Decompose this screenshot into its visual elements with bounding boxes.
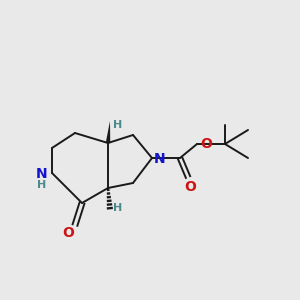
Text: H: H (38, 180, 46, 190)
Polygon shape (106, 121, 110, 143)
Text: N: N (154, 152, 166, 166)
Text: H: H (113, 203, 123, 213)
Text: N: N (36, 167, 48, 181)
Text: O: O (62, 226, 74, 240)
Text: O: O (200, 137, 212, 151)
Text: O: O (184, 180, 196, 194)
Text: H: H (113, 120, 123, 130)
